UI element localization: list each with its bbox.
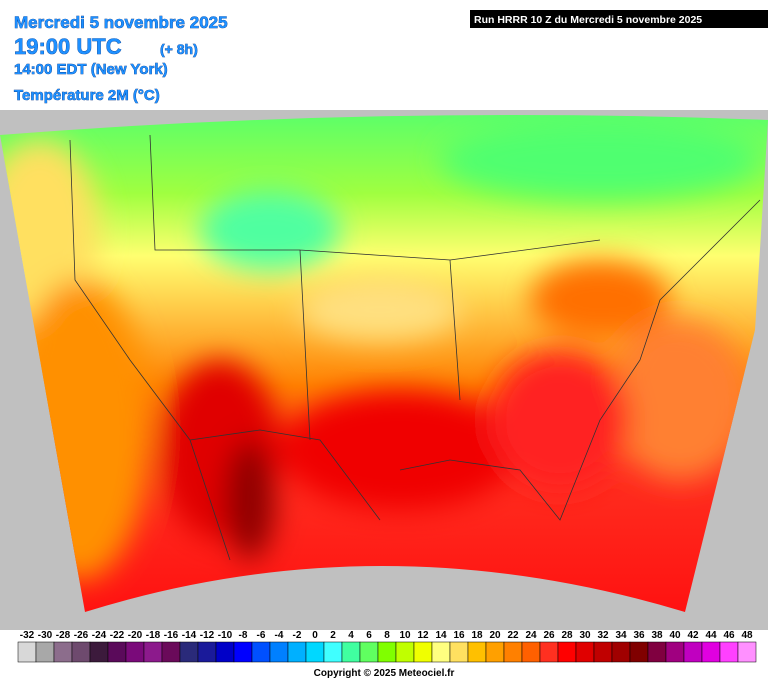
legend-tick-label: 32 — [597, 630, 609, 641]
color-box — [179, 641, 199, 663]
legend-tick-label: 44 — [705, 630, 717, 641]
legend-tick-label: 0 — [312, 630, 318, 641]
legend-tick-label: 12 — [417, 630, 429, 641]
color-box — [539, 641, 559, 663]
color-box — [251, 641, 271, 663]
legend-tick-label: 34 — [615, 630, 627, 641]
legend-tick-label: 10 — [399, 630, 411, 641]
color-box — [719, 641, 739, 663]
legend-tick-label: 36 — [633, 630, 645, 641]
color-box — [125, 641, 145, 663]
legend-tick-label: 8 — [384, 630, 390, 641]
color-box — [305, 641, 325, 663]
legend-tick-label: -6 — [257, 630, 266, 641]
color-box — [557, 641, 577, 663]
color-box — [521, 641, 541, 663]
legend-tick-label: -10 — [218, 630, 233, 641]
color-box — [395, 641, 415, 663]
legend-tick-label: -18 — [146, 630, 161, 641]
legend-tick-label: -20 — [128, 630, 143, 641]
run-label: Run HRRR 10 Z du Mercredi 5 novembre 202… — [474, 14, 702, 26]
legend-tick-label: 48 — [741, 630, 753, 641]
legend-tick-label: 22 — [507, 630, 519, 641]
time-utc: 19:00 UTC — [14, 34, 122, 59]
legend-tick-label: -26 — [74, 630, 89, 641]
date: Mercredi 5 novembre 2025 — [14, 13, 228, 32]
color-box — [449, 641, 469, 663]
color-box — [629, 641, 649, 663]
legend-tick-label: -32 — [20, 630, 35, 641]
local-time: 14:00 EDT (New York) — [14, 61, 168, 78]
temperature-map — [0, 115, 768, 612]
legend-tick-label: 20 — [489, 630, 501, 641]
color-box — [647, 641, 667, 663]
color-box — [413, 641, 433, 663]
legend-tick-label: 38 — [651, 630, 663, 641]
legend-tick-label: -14 — [182, 630, 197, 641]
parameter: Température 2M (°C) — [14, 87, 160, 104]
color-box — [53, 641, 73, 663]
legend-tick-label: 6 — [366, 630, 372, 641]
legend-tick-label: -24 — [92, 630, 107, 641]
legend-tick-label: -4 — [275, 630, 284, 641]
color-box — [161, 641, 181, 663]
legend-tick-label: 18 — [471, 630, 483, 641]
color-box — [359, 641, 379, 663]
legend-tick-label: 46 — [723, 630, 735, 641]
color-box — [575, 641, 595, 663]
copyright: Copyright © 2025 Meteociel.fr — [314, 668, 455, 679]
color-box — [431, 641, 451, 663]
legend-tick-label: 30 — [579, 630, 591, 641]
legend-tick-label: 24 — [525, 630, 537, 641]
color-box — [683, 641, 703, 663]
color-box — [593, 641, 613, 663]
legend-tick-label: 42 — [687, 630, 699, 641]
color-box — [197, 641, 217, 663]
color-box — [485, 641, 505, 663]
offset: (+ 8h) — [160, 41, 198, 57]
color-box — [611, 641, 631, 663]
legend-tick-label: 28 — [561, 630, 573, 641]
color-box — [269, 641, 289, 663]
color-box — [107, 641, 127, 663]
legend-tick-label: -30 — [38, 630, 53, 641]
color-box — [143, 641, 163, 663]
legend-tick-label: 4 — [348, 630, 354, 641]
color-box — [287, 641, 307, 663]
legend-tick-label: 26 — [543, 630, 555, 641]
color-box — [467, 641, 487, 663]
legend-tick-label: -22 — [110, 630, 125, 641]
legend-tick-label: -2 — [293, 630, 302, 641]
legend-tick-label: -8 — [239, 630, 248, 641]
color-box — [215, 641, 235, 663]
legend-tick-label: 16 — [453, 630, 465, 641]
color-box — [233, 641, 253, 663]
legend-tick-label: 2 — [330, 630, 336, 641]
run-box — [470, 10, 768, 28]
color-box — [503, 641, 523, 663]
color-box — [665, 641, 685, 663]
legend: -32 -30 -28 -26 -24 -22 -20 -18 -16 -14 -12 -10 -8 -6… — [17, 630, 757, 663]
legend-tick-label: 14 — [435, 630, 447, 641]
color-box — [35, 641, 55, 663]
color-box — [701, 641, 721, 663]
color-box — [323, 641, 343, 663]
legend-tick-label: -28 — [56, 630, 71, 641]
legend-tick-label: -12 — [200, 630, 215, 641]
legend-tick-label: 40 — [669, 630, 681, 641]
color-box — [89, 641, 109, 663]
color-box — [341, 641, 361, 663]
color-box — [737, 641, 757, 663]
color-box — [71, 641, 91, 663]
legend-tick-label: -16 — [164, 630, 179, 641]
color-box — [17, 641, 37, 663]
color-box — [377, 641, 397, 663]
